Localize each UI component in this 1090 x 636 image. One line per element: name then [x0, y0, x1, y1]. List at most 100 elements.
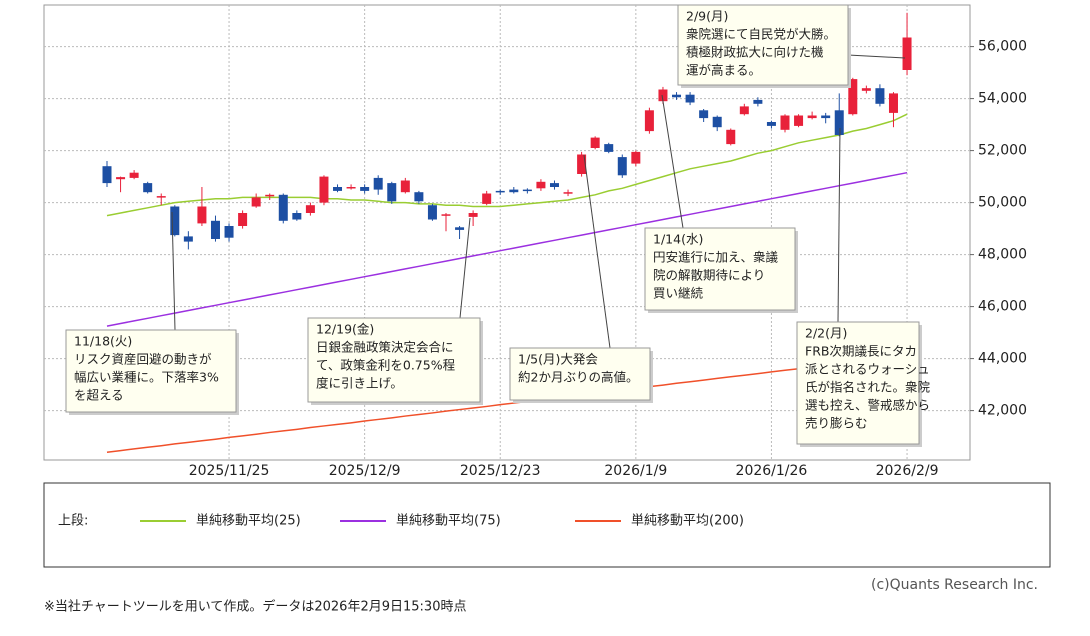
- ma-line: [106, 354, 908, 453]
- annotation-text: 選も控え、警戒感から: [805, 398, 930, 413]
- y-tick-label: 42,000: [978, 403, 1027, 419]
- candle-body: [305, 205, 315, 213]
- annotation-leader: [661, 94, 684, 229]
- candle-body: [794, 115, 804, 126]
- annotation-leader: [171, 211, 176, 331]
- ma-line: [106, 171, 908, 327]
- y-tick-label: 52,000: [978, 143, 1027, 159]
- candle-body: [238, 213, 248, 226]
- annotation-text: 積極財政拡大に向けた機: [686, 45, 824, 60]
- candle-body: [292, 213, 302, 220]
- candle-body: [902, 37, 912, 70]
- candle-body: [604, 144, 614, 152]
- annotation-box: [509, 347, 651, 401]
- candle-body: [468, 213, 478, 217]
- x-tick-label: 2025/11/25: [189, 463, 270, 479]
- annotation-text: 円安進行に加え、衆議: [653, 250, 779, 265]
- legend-label: 上段:: [58, 514, 88, 529]
- candle-body: [522, 189, 532, 192]
- annotation-text: 約2か月ぶりの高値。: [518, 370, 638, 385]
- x-tick-label: 2026/1/9: [604, 463, 667, 479]
- candle-body: [739, 106, 749, 115]
- annotation-text: て、政策金利を0.75%程: [316, 358, 456, 373]
- candle-body: [251, 197, 261, 207]
- candle-body: [712, 116, 722, 128]
- candle-body: [482, 193, 492, 204]
- annotation-box: [644, 227, 796, 311]
- candle-body: [495, 190, 505, 193]
- candle-body: [577, 154, 587, 174]
- annotation-text: 派とされるウォーシュ: [805, 362, 930, 377]
- candle-body: [834, 110, 844, 135]
- annotation-text: 買い継続: [653, 286, 704, 301]
- candle-body: [875, 88, 885, 104]
- candle-body: [346, 187, 356, 189]
- candle-body: [129, 172, 139, 178]
- candle-body: [278, 194, 288, 221]
- annotation-text: 売り膨らむ: [805, 416, 868, 431]
- candle-body: [116, 177, 126, 180]
- annotation-box: [65, 329, 237, 413]
- annotation-leader: [583, 154, 611, 349]
- candle-body: [699, 110, 709, 119]
- annotation-leader: [847, 54, 906, 59]
- candle-body: [617, 157, 627, 176]
- candle-body: [197, 206, 207, 224]
- candle-body: [536, 181, 546, 189]
- candle-body: [766, 122, 776, 126]
- annotation-text: 運が高まる。: [686, 63, 761, 78]
- candle-body: [861, 88, 871, 91]
- candle-body: [224, 226, 234, 238]
- candle-body: [360, 187, 370, 191]
- annotation-leader: [837, 127, 841, 323]
- x-tick-label: 2025/12/23: [460, 463, 541, 479]
- annotation-text: を超える: [74, 388, 124, 403]
- legend-entry: 単純移動平均(200): [631, 513, 744, 529]
- x-tick-label: 2026/2/9: [876, 463, 939, 479]
- y-tick-label: 46,000: [978, 299, 1027, 315]
- annotation-text: 2/9(月): [686, 9, 728, 24]
- annotation-text: 日銀金融政策決定会合に: [316, 340, 454, 355]
- y-tick-label: 56,000: [978, 39, 1027, 55]
- annotation-text: 氏が指名された。衆院: [805, 380, 931, 395]
- legend-entry: 単純移動平均(75): [396, 513, 501, 529]
- candle-body: [644, 110, 654, 132]
- candle-body: [848, 79, 858, 115]
- annotation-leader: [459, 217, 471, 319]
- annotation-box: [307, 317, 481, 403]
- candle-body: [631, 151, 641, 164]
- candle-body: [549, 183, 559, 187]
- candle-body: [563, 192, 573, 194]
- legend-entry: 単純移動平均(25): [196, 513, 301, 529]
- candle-body: [590, 137, 600, 148]
- candle-body: [400, 180, 410, 193]
- annotation-text: 度に引き上げ。: [316, 376, 403, 391]
- candle-body: [753, 99, 763, 104]
- candle-body: [387, 183, 397, 202]
- annotation-text: 2/2(月): [805, 326, 847, 341]
- candle-body: [441, 214, 451, 216]
- annotation-text: 1/14(水): [653, 232, 703, 247]
- y-tick-label: 54,000: [978, 91, 1027, 107]
- candle-body: [888, 93, 898, 113]
- candle-body: [183, 236, 193, 242]
- annotation-text: 12/19(金): [316, 322, 374, 337]
- candle-body: [373, 177, 383, 190]
- candle-body: [333, 187, 343, 191]
- y-tick-label: 44,000: [978, 351, 1027, 367]
- candle-body: [658, 89, 668, 102]
- annotation-box: [796, 321, 920, 445]
- candle-body: [509, 189, 519, 193]
- y-tick-label: 50,000: [978, 195, 1027, 211]
- plot-layer: [44, 5, 974, 460]
- annotation-text: 衆院選にて自民党が大勝。: [686, 27, 836, 42]
- annotation-text: FRB次期議長にタカ: [805, 344, 917, 359]
- legend-box: [43, 482, 1051, 568]
- annotation-box: [677, 4, 849, 86]
- candle-body: [170, 206, 180, 236]
- y-tick-label: 48,000: [978, 247, 1027, 263]
- candle-body: [143, 183, 153, 193]
- annotation-text: 院の解散期待により: [653, 268, 765, 283]
- annotation-text: リスク資産回避の動きが: [74, 352, 212, 367]
